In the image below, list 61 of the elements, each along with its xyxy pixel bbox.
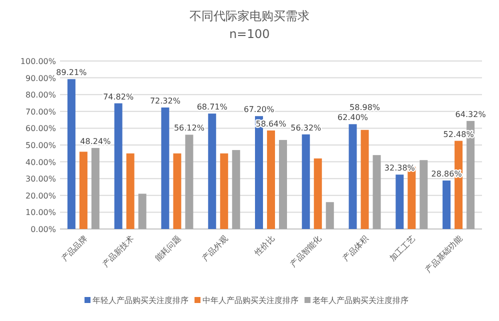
bar (267, 130, 275, 229)
bar (420, 160, 428, 229)
bar (138, 194, 146, 229)
y-tick-label: 100.00% (20, 57, 56, 66)
bar (67, 79, 76, 229)
bar (79, 152, 88, 229)
data-label: 67.20% (244, 105, 275, 114)
y-tick-label: 10.00% (25, 208, 56, 218)
data-label: 58.98% (350, 103, 380, 112)
data-label: 62.40% (338, 113, 368, 122)
bar (302, 134, 310, 229)
data-label: 72.32% (150, 96, 181, 106)
x-tick-label: 产品智能化 (288, 234, 324, 269)
bar (161, 108, 170, 229)
y-tick-label: 40.00% (25, 158, 56, 167)
y-tick-label: 90.00% (25, 74, 56, 83)
x-tick-label: 加工工艺 (388, 234, 418, 264)
bar (126, 153, 134, 229)
data-label: 74.82% (103, 92, 134, 102)
y-tick-label: 80.00% (25, 90, 56, 100)
bar (326, 202, 334, 229)
chart-subtitle: n=100 (229, 27, 270, 41)
y-tick-label: 50.00% (25, 141, 56, 150)
y-tick-label: 70.00% (25, 107, 56, 116)
legend-label: 老年人产品购买关注度排序 (312, 296, 408, 305)
data-label: 68.71% (196, 102, 228, 112)
x-tick-label: 产品新技术 (101, 234, 136, 269)
x-tick-label: 产品体积 (341, 234, 370, 264)
bar (372, 155, 381, 229)
bar (173, 153, 182, 229)
y-tick-label: 60.00% (25, 124, 56, 134)
bar (208, 114, 216, 229)
y-tick-label: 0.00% (30, 225, 56, 234)
bar (360, 130, 369, 229)
bar (279, 140, 287, 229)
legend-label: 年轻人产品购买关注度排序 (92, 296, 188, 305)
y-tick-label: 20.00% (25, 191, 56, 200)
bar (396, 174, 404, 229)
data-label: 89.21% (56, 68, 88, 78)
y-tick-label: 30.00% (25, 174, 56, 184)
bar (314, 158, 322, 229)
bar (91, 148, 100, 229)
bar (114, 103, 122, 229)
data-label: 52.48% (443, 130, 474, 139)
x-tick-label: 产品外观 (200, 234, 230, 264)
x-tick-label: 能耗问题 (154, 234, 183, 264)
x-tick-label: 性价比 (252, 234, 276, 258)
data-label: 64.32% (455, 110, 486, 119)
legend-label: 中年人产品购买关注度排序 (202, 296, 298, 305)
data-label: 56.32% (290, 123, 322, 132)
x-tick-label: 产品基础功能 (424, 234, 464, 274)
bar (232, 150, 240, 229)
chart-title: 不同代际家电购买需求 (190, 9, 310, 23)
bar (185, 134, 194, 229)
bar (348, 124, 357, 229)
bar (442, 180, 451, 229)
bar (220, 153, 228, 229)
x-tick-label: 产品品牌 (60, 234, 89, 264)
data-label: 32.38% (384, 164, 416, 173)
data-label: 48.24% (80, 136, 112, 146)
data-label: 56.12% (174, 124, 205, 133)
